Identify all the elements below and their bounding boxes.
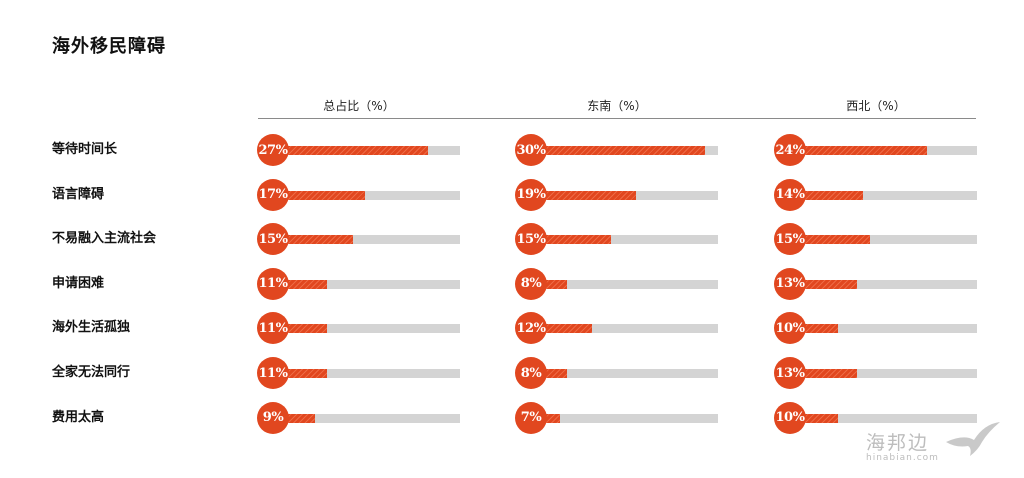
bar-track: [258, 279, 460, 289]
bar-track: [775, 190, 977, 200]
value-badge: 10%: [774, 312, 806, 345]
value-badge: 12%: [515, 312, 547, 345]
value-badge: 8%: [515, 267, 547, 300]
header-rule: [258, 118, 976, 119]
value-badge: 17%: [257, 178, 289, 211]
bird-logo-icon: [946, 422, 1000, 456]
bar: [775, 146, 927, 155]
value-badge: 15%: [257, 223, 289, 256]
bar-track: [516, 190, 718, 200]
bar: [775, 235, 870, 245]
value-badge: 7%: [515, 401, 547, 434]
value-badge: 27%: [257, 134, 289, 166]
bar-track: [258, 146, 460, 155]
bar-track: [516, 235, 718, 245]
bar-track: [775, 279, 977, 289]
bar: [258, 235, 353, 245]
bar: [258, 190, 366, 200]
bar-track: [258, 369, 460, 378]
value-badge: 15%: [774, 223, 806, 256]
bar: [258, 279, 328, 289]
bar: [258, 369, 328, 378]
value-badge: 8%: [515, 357, 547, 389]
value-badge: 11%: [257, 267, 289, 300]
category-label: 语言障碍: [52, 186, 105, 202]
watermark: 海邦边 hinabian.com: [866, 428, 939, 463]
bar: [775, 324, 839, 334]
column-header-3: 西北（%）: [846, 99, 906, 113]
bar-track: [775, 413, 977, 423]
category-label: 全家无法同行: [52, 365, 131, 380]
watermark-url: hinabian.com: [866, 453, 939, 463]
bar: [775, 413, 839, 423]
category-label: 不易融入主流社会: [52, 231, 157, 247]
category-label: 费用太高: [52, 409, 105, 425]
value-badge: 19%: [515, 178, 547, 211]
category-label: 等待时间长: [52, 142, 118, 157]
bar-track: [258, 190, 460, 200]
bar: [775, 279, 858, 289]
bar: [258, 324, 328, 334]
category-label: 申请困难: [52, 275, 105, 291]
bar: [516, 324, 592, 334]
watermark-text: 海邦边: [866, 432, 930, 454]
value-badge: 30%: [515, 134, 547, 166]
value-badge: 11%: [257, 312, 289, 345]
bar: [516, 190, 636, 200]
chart-title: 海外移民障碍: [52, 36, 166, 57]
bar: [775, 190, 864, 200]
value-badge: 10%: [774, 401, 806, 434]
bar: [258, 146, 429, 155]
bar-track: [775, 324, 977, 334]
value-badge: 15%: [515, 223, 547, 256]
bar-track: [258, 324, 460, 334]
value-badge: 13%: [774, 357, 806, 389]
category-label: 海外生活孤独: [52, 320, 131, 336]
column-header-1: 总占比（%）: [323, 99, 395, 113]
bar-track: [516, 324, 718, 334]
value-badge: 9%: [257, 401, 289, 434]
value-badge: 24%: [774, 134, 806, 166]
value-badge: 14%: [774, 178, 806, 211]
column-header-2: 东南（%）: [587, 99, 647, 113]
bar-track: [516, 146, 718, 155]
bar-track: [775, 235, 977, 245]
bar: [516, 235, 611, 245]
value-badge: 13%: [774, 267, 806, 300]
bar-track: [775, 369, 977, 378]
bar-track: [775, 146, 977, 155]
value-badge: 11%: [257, 357, 289, 389]
bar-track: [258, 235, 460, 245]
bar: [516, 146, 706, 155]
bar: [775, 369, 858, 378]
